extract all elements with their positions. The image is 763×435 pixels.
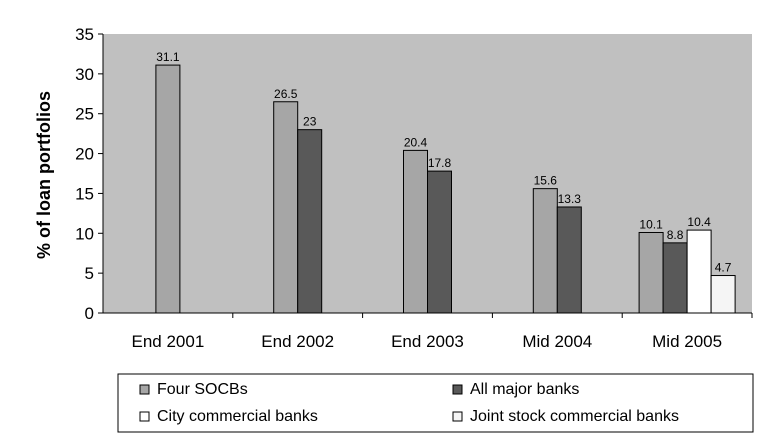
data-label: 17.8 [428, 156, 452, 170]
bar-1-2 [427, 170, 452, 314]
y-tick-label: 5 [85, 264, 94, 283]
x-tick-label: End 2002 [261, 332, 334, 351]
bar-0-0 [155, 64, 181, 314]
bar-3-4 [710, 275, 736, 314]
y-tick-label: 20 [75, 145, 94, 164]
data-label: 10.1 [639, 217, 663, 231]
bar-2-4 [686, 229, 712, 314]
data-label: 26.5 [274, 87, 298, 101]
data-label: 23 [303, 115, 317, 129]
legend-label-1: All major banks [470, 381, 579, 398]
y-axis-label: % of loan portfolios [34, 91, 54, 259]
bar-1-4 [662, 242, 688, 314]
legend-box [117, 373, 754, 433]
y-tick-label: 0 [85, 304, 94, 323]
bar-0-2 [403, 149, 428, 314]
bar-1-1 [297, 129, 323, 314]
x-tick-label: Mid 2004 [522, 332, 592, 351]
data-label: 4.7 [715, 261, 732, 275]
data-label: 8.8 [667, 228, 684, 242]
legend-label-2: City commercial banks [157, 408, 318, 425]
y-tick-label: 25 [75, 105, 94, 124]
legend-swatch-0 [139, 384, 150, 395]
x-tick-label: End 2003 [391, 332, 464, 351]
bar-0-3 [532, 188, 558, 314]
y-tick-label: 15 [75, 184, 94, 203]
legend-label-3: Joint stock commercial banks [470, 408, 679, 425]
data-label: 13.3 [558, 192, 582, 206]
legend-swatch-2 [139, 411, 150, 422]
bar-0-4 [638, 231, 664, 314]
y-tick-label: 10 [75, 224, 94, 243]
data-label: 31.1 [156, 50, 180, 64]
legend: Four SOCBs All major banks City commercial… [117, 373, 754, 433]
bar-0-1 [273, 101, 299, 314]
data-label: 15.6 [534, 174, 558, 188]
x-tick-label: End 2001 [132, 332, 205, 351]
x-tick-label: Mid 2005 [652, 332, 722, 351]
plot-area: 0 5 10 15 20 25 30 35 End 2001 31.1 End 2002 26.5 23… [75, 25, 753, 351]
data-label: 10.4 [687, 215, 711, 229]
bar-1-3 [556, 206, 582, 314]
legend-label-0: Four SOCBs [157, 381, 248, 398]
data-label: 20.4 [404, 135, 428, 149]
legend-swatch-1 [452, 384, 463, 395]
y-tick-label: 30 [75, 65, 94, 84]
legend-swatch-3 [452, 411, 463, 422]
y-tick-label: 35 [75, 25, 94, 44]
